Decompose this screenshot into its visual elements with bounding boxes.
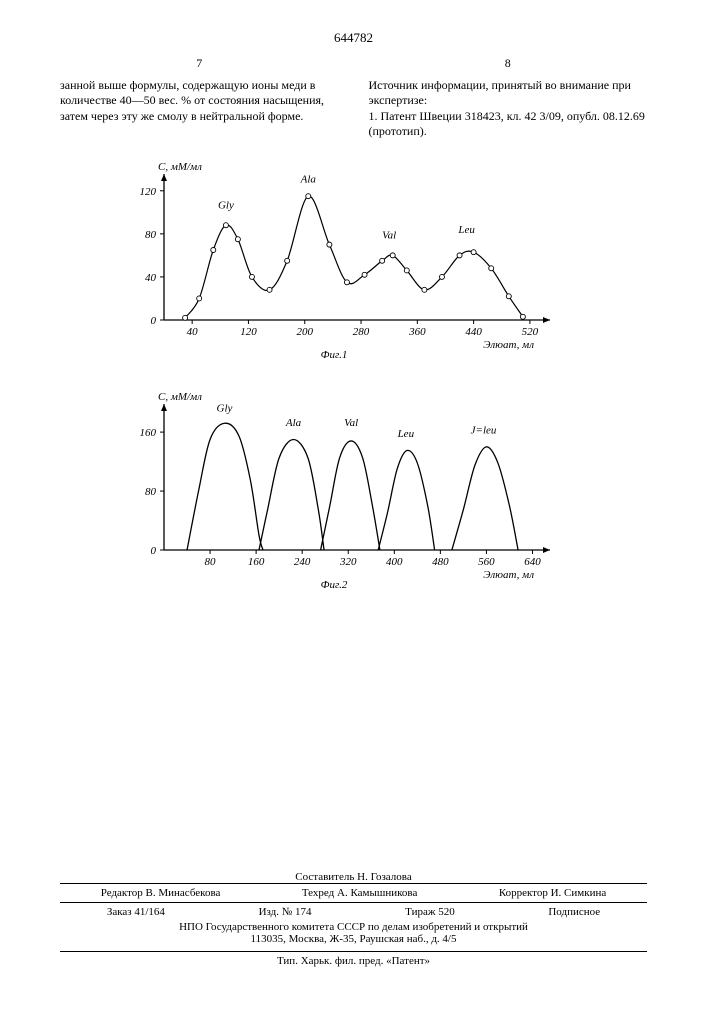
svg-text:160: 160 [247, 556, 264, 568]
svg-text:200: 200 [296, 326, 313, 338]
svg-text:480: 480 [432, 556, 449, 568]
svg-text:240: 240 [293, 556, 310, 568]
footer-subscription: Подписное [548, 906, 600, 918]
patent-number: 644782 [0, 30, 707, 46]
svg-text:640: 640 [524, 556, 541, 568]
svg-text:0: 0 [150, 545, 156, 557]
text-columns: 7 занной выше формулы, содержащую ионы м… [0, 56, 707, 140]
svg-text:80: 80 [204, 556, 216, 568]
footer-org1: НПО Государственного комитета СССР по де… [60, 921, 647, 933]
svg-text:C, мМ/мл: C, мМ/мл [158, 391, 202, 403]
right-col-num: 8 [369, 56, 648, 72]
footer-order-row: Заказ 41/164 Изд. № 174 Тираж 520 Подпис… [60, 902, 647, 921]
svg-text:Leu: Leu [457, 224, 475, 236]
charts-area: 0 40 80 120 40 120 200 280 360 440 520 C, мМ/мл Элюа… [104, 160, 604, 590]
svg-text:360: 360 [408, 326, 426, 338]
svg-text:C, мМ/мл: C, мМ/мл [158, 161, 202, 173]
right-column: 8 Источник информации, принятый во внима… [369, 56, 648, 140]
chart1-wrap: 0 40 80 120 40 120 200 280 360 440 520 C, мМ/мл Элюа… [104, 160, 604, 360]
chart2-wrap: 0 80 160 80 160 240 320 400 480 560 640 C, мМ/мл Элю… [104, 390, 604, 590]
svg-text:Gly: Gly [217, 199, 233, 211]
svg-text:40: 40 [145, 272, 157, 284]
left-column: 7 занной выше формулы, содержащую ионы м… [60, 56, 339, 140]
footer-order: Заказ 41/164 [107, 906, 165, 918]
footer-press: Тип. Харьк. фил. пред. «Патент» [60, 951, 647, 970]
svg-text:400: 400 [386, 556, 403, 568]
svg-text:Leu: Leu [396, 428, 414, 440]
svg-text:0: 0 [150, 315, 156, 327]
footer-corrector: Корректор И. Симкина [499, 887, 606, 899]
svg-text:40: 40 [186, 326, 198, 338]
footer: Составитель Н. Гозалова Редактор В. Мина… [60, 871, 647, 970]
left-text: занной выше формулы, содержащую ионы мед… [60, 78, 339, 125]
svg-text:Val: Val [344, 417, 358, 429]
svg-text:520: 520 [521, 326, 538, 338]
footer-edition: Изд. № 174 [259, 906, 312, 918]
svg-text:120: 120 [240, 326, 257, 338]
footer-techred: Техред А. Камышникова [302, 887, 417, 899]
svg-text:J=leu: J=leu [470, 424, 496, 436]
svg-text:Ala: Ala [299, 174, 316, 186]
right-text-l1: Источник информации, принятый во внимани… [369, 78, 648, 109]
footer-compiler: Составитель Н. Гозалова [60, 871, 647, 883]
svg-text:80: 80 [145, 486, 157, 498]
svg-text:120: 120 [139, 186, 156, 198]
svg-text:280: 280 [352, 326, 369, 338]
svg-text:560: 560 [478, 556, 495, 568]
svg-text:Val: Val [382, 230, 396, 242]
svg-text:Ala: Ala [284, 417, 301, 429]
svg-text:320: 320 [338, 556, 356, 568]
svg-text:160: 160 [139, 427, 156, 439]
svg-text:Элюат, мл: Элюат, мл [483, 339, 534, 351]
svg-text:Фиг.2: Фиг.2 [320, 579, 347, 590]
footer-credits-row: Редактор В. Минасбекова Техред А. Камышн… [60, 883, 647, 902]
svg-text:Элюат, мл: Элюат, мл [483, 569, 534, 581]
svg-text:Gly: Gly [216, 402, 232, 414]
chart1: 0 40 80 120 40 120 200 280 360 440 520 C, мМ/мл Элюа… [104, 160, 564, 360]
footer-editor: Редактор В. Минасбекова [101, 887, 221, 899]
chart2: 0 80 160 80 160 240 320 400 480 560 640 C, мМ/мл Элю… [104, 390, 564, 590]
left-col-num: 7 [60, 56, 339, 72]
svg-text:80: 80 [145, 229, 157, 241]
footer-org2: 113035, Москва, Ж-35, Раушская наб., д. … [60, 933, 647, 945]
svg-text:Фиг.1: Фиг.1 [320, 349, 347, 360]
footer-tirage: Тираж 520 [405, 906, 455, 918]
right-text-l2: 1. Патент Швеции 318423, кл. 42 3/09, оп… [369, 109, 648, 140]
svg-text:440: 440 [465, 326, 482, 338]
